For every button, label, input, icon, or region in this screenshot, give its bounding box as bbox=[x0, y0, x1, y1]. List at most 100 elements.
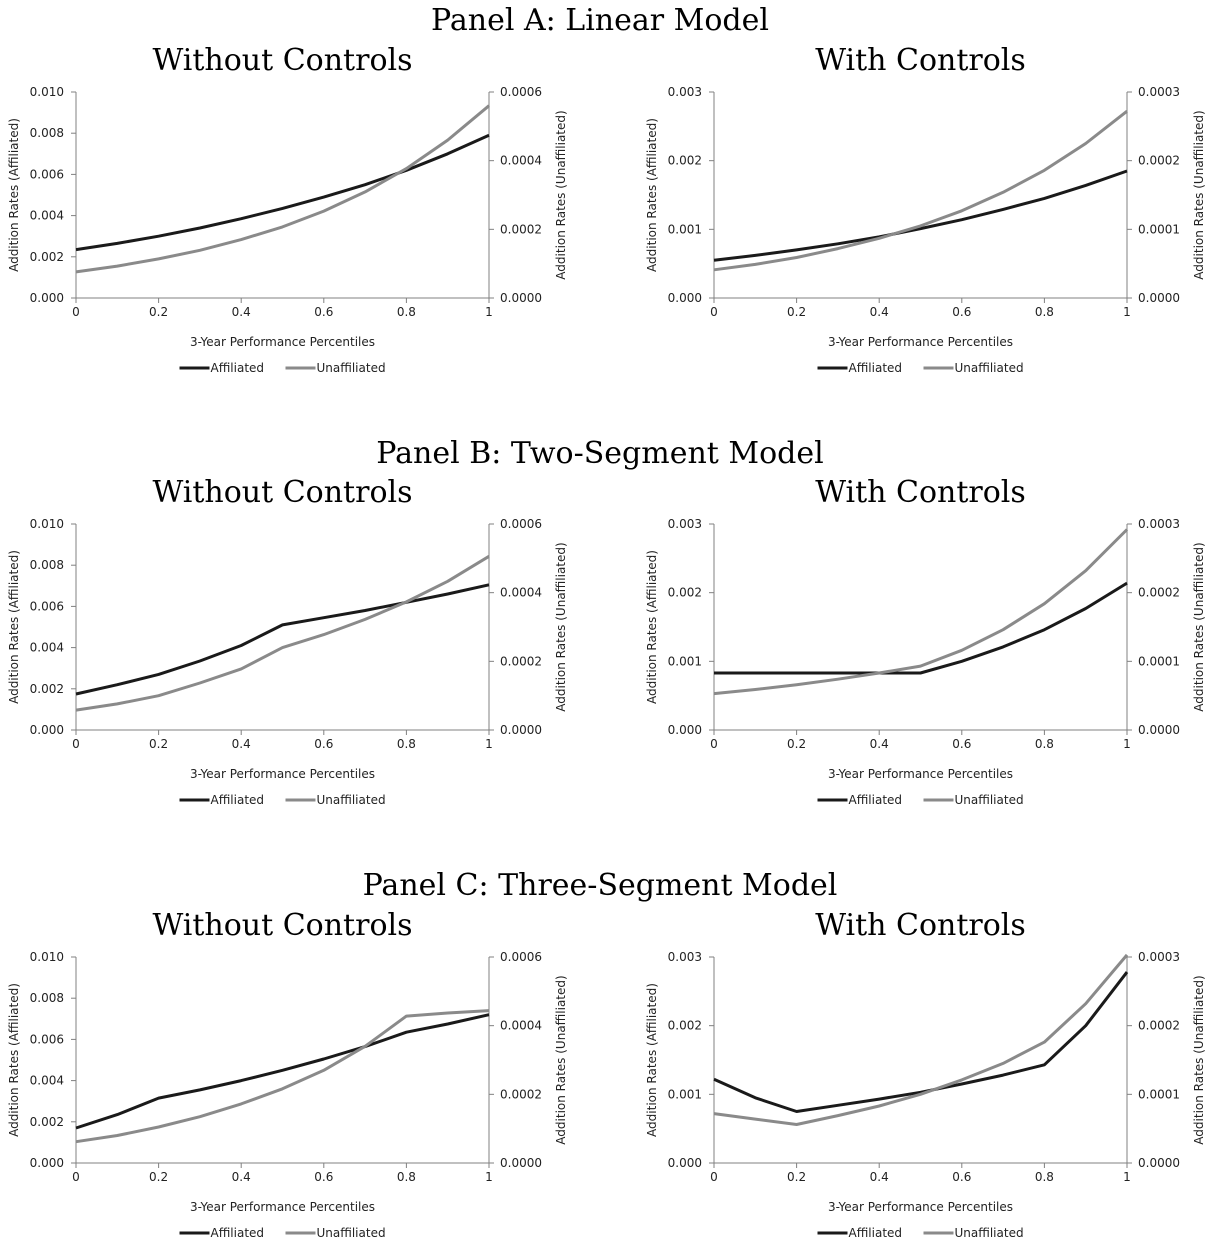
x-tick-label: 0 bbox=[72, 737, 80, 751]
y-axis-label-left: Addition Rates (Affiliated) bbox=[7, 118, 21, 272]
y-tick-left-label: 0.000 bbox=[668, 723, 702, 737]
x-tick-label: 1 bbox=[1123, 1170, 1131, 1184]
series-line-affiliated bbox=[713, 169, 1128, 262]
panel-title-b: Panel B: Two-Segment Model bbox=[376, 436, 823, 471]
y-tick-right-label: 0.0000 bbox=[500, 291, 542, 305]
x-tick-label: 0.8 bbox=[1035, 1170, 1054, 1184]
series-line-affiliated bbox=[714, 581, 1128, 675]
y-tick-left-label: 0.006 bbox=[30, 1032, 64, 1046]
x-tick-label: 0.6 bbox=[314, 737, 333, 751]
y-tick-left-label: 0.008 bbox=[30, 991, 64, 1005]
y-axis-label-right: Addition Rates (Unaffiliated) bbox=[1192, 975, 1206, 1144]
y-tick-right-label: 0.0003 bbox=[1138, 517, 1180, 531]
x-tick-label: 0 bbox=[72, 1170, 80, 1184]
y-axis-label-right: Addition Rates (Unaffiliated) bbox=[554, 110, 568, 279]
x-tick-label: 0.2 bbox=[149, 1170, 168, 1184]
y-tick-right-label: 0.0000 bbox=[1138, 291, 1180, 305]
charts-group: Without Controls 0.000 0.002 0.004 0.006 0.00… bbox=[7, 43, 1206, 1240]
y-tick-right-label: 0.0001 bbox=[1138, 1087, 1180, 1101]
y-tick-left-label: 0.002 bbox=[30, 250, 64, 264]
y-tick-left-label: 0.003 bbox=[668, 950, 702, 964]
x-tick-label: 1 bbox=[485, 737, 493, 751]
y-tick-right-label: 0.0001 bbox=[1138, 222, 1180, 236]
y-tick-right-label: 0.0006 bbox=[500, 950, 542, 964]
chart-title: Without Controls bbox=[152, 908, 412, 943]
chart-1-0: Without Controls 0.000 0.002 0.004 0.006 0.00… bbox=[7, 475, 568, 807]
x-tick-label: 1 bbox=[485, 305, 493, 319]
x-tick-label: 0.6 bbox=[952, 305, 971, 319]
y-tick-right-label: 0.0004 bbox=[500, 586, 542, 600]
y-tick-left-label: 0.006 bbox=[30, 599, 64, 613]
y-tick-left-label: 0.003 bbox=[668, 517, 702, 531]
legend-label-unaffiliated: Unaffiliated bbox=[317, 361, 386, 375]
y-tick-left-label: 0.000 bbox=[30, 1156, 64, 1170]
x-tick-label: 0.2 bbox=[149, 305, 168, 319]
series-line-affiliated bbox=[75, 1013, 490, 1130]
y-tick-left-label: 0.001 bbox=[668, 654, 702, 668]
y-tick-left-label: 0.000 bbox=[30, 291, 64, 305]
y-axis-label-right: Addition Rates (Unaffiliated) bbox=[554, 975, 568, 1144]
x-tick-label: 0.8 bbox=[397, 1170, 416, 1184]
y-tick-right-label: 0.0002 bbox=[1138, 1019, 1180, 1033]
y-tick-left-label: 0.006 bbox=[30, 167, 64, 181]
y-tick-left-label: 0.004 bbox=[30, 209, 64, 223]
y-tick-left-label: 0.004 bbox=[30, 641, 64, 655]
y-tick-left-label: 0.002 bbox=[668, 154, 702, 168]
y-axis-label-left: Addition Rates (Affiliated) bbox=[645, 983, 659, 1137]
x-tick-label: 0.8 bbox=[1035, 737, 1054, 751]
y-tick-right-label: 0.0003 bbox=[1138, 950, 1180, 964]
x-tick-label: 0 bbox=[710, 737, 718, 751]
chart-title: Without Controls bbox=[152, 475, 412, 510]
legend-label-affiliated: Affiliated bbox=[211, 793, 265, 807]
series-line-unaffiliated bbox=[713, 528, 1129, 696]
panel-title-a: Panel A: Linear Model bbox=[431, 3, 769, 38]
x-axis-label: 3-Year Performance Percentiles bbox=[190, 1200, 375, 1214]
series-line-unaffiliated bbox=[75, 555, 490, 712]
y-tick-right-label: 0.0000 bbox=[500, 723, 542, 737]
y-tick-right-label: 0.0001 bbox=[1138, 654, 1180, 668]
y-tick-left-label: 0.008 bbox=[30, 558, 64, 572]
y-tick-left-label: 0.000 bbox=[30, 723, 64, 737]
series-line-affiliated bbox=[75, 133, 490, 252]
x-tick-label: 0.8 bbox=[397, 737, 416, 751]
x-tick-label: 0.4 bbox=[870, 305, 889, 319]
y-tick-right-label: 0.0004 bbox=[500, 154, 542, 168]
series-line-unaffiliated bbox=[713, 953, 1129, 1126]
legend-label-unaffiliated: Unaffiliated bbox=[317, 1226, 386, 1240]
legend-label-unaffiliated: Unaffiliated bbox=[955, 361, 1024, 375]
y-tick-left-label: 0.004 bbox=[30, 1074, 64, 1088]
panel-title-c: Panel C: Three-Segment Model bbox=[363, 868, 838, 903]
chart-2-1: With Controls 0.000 0.001 0.002 0.003 0.0000 0… bbox=[645, 908, 1206, 1240]
x-axis-label: 3-Year Performance Percentiles bbox=[828, 335, 1013, 349]
x-tick-label: 0 bbox=[710, 305, 718, 319]
x-tick-label: 0.6 bbox=[952, 737, 971, 751]
y-axis-label-left: Addition Rates (Affiliated) bbox=[7, 983, 21, 1137]
y-tick-left-label: 0.002 bbox=[30, 682, 64, 696]
y-tick-left-label: 0.010 bbox=[30, 517, 64, 531]
y-tick-left-label: 0.010 bbox=[30, 85, 64, 99]
y-tick-left-label: 0.010 bbox=[30, 950, 64, 964]
legend-label-affiliated: Affiliated bbox=[211, 361, 265, 375]
x-tick-label: 0.4 bbox=[232, 305, 251, 319]
y-tick-left-label: 0.000 bbox=[668, 291, 702, 305]
series-line-affiliated bbox=[75, 583, 490, 696]
y-tick-right-label: 0.0000 bbox=[1138, 723, 1180, 737]
x-tick-label: 0 bbox=[72, 305, 80, 319]
y-tick-right-label: 0.0002 bbox=[500, 222, 542, 236]
x-tick-label: 0.4 bbox=[870, 737, 889, 751]
y-tick-right-label: 0.0002 bbox=[1138, 586, 1180, 600]
legend-label-unaffiliated: Unaffiliated bbox=[317, 793, 386, 807]
chart-title: With Controls bbox=[815, 43, 1026, 78]
y-tick-left-label: 0.001 bbox=[668, 222, 702, 236]
y-tick-right-label: 0.0000 bbox=[1138, 1156, 1180, 1170]
x-tick-label: 0.6 bbox=[952, 1170, 971, 1184]
x-tick-label: 0.2 bbox=[787, 737, 806, 751]
legend-label-affiliated: Affiliated bbox=[849, 793, 903, 807]
x-tick-label: 0.4 bbox=[870, 1170, 889, 1184]
series-line-affiliated bbox=[713, 971, 1129, 1113]
series-line-unaffiliated bbox=[75, 104, 490, 274]
x-axis-label: 3-Year Performance Percentiles bbox=[828, 767, 1013, 781]
y-tick-left-label: 0.008 bbox=[30, 126, 64, 140]
chart-title: Without Controls bbox=[152, 43, 412, 78]
